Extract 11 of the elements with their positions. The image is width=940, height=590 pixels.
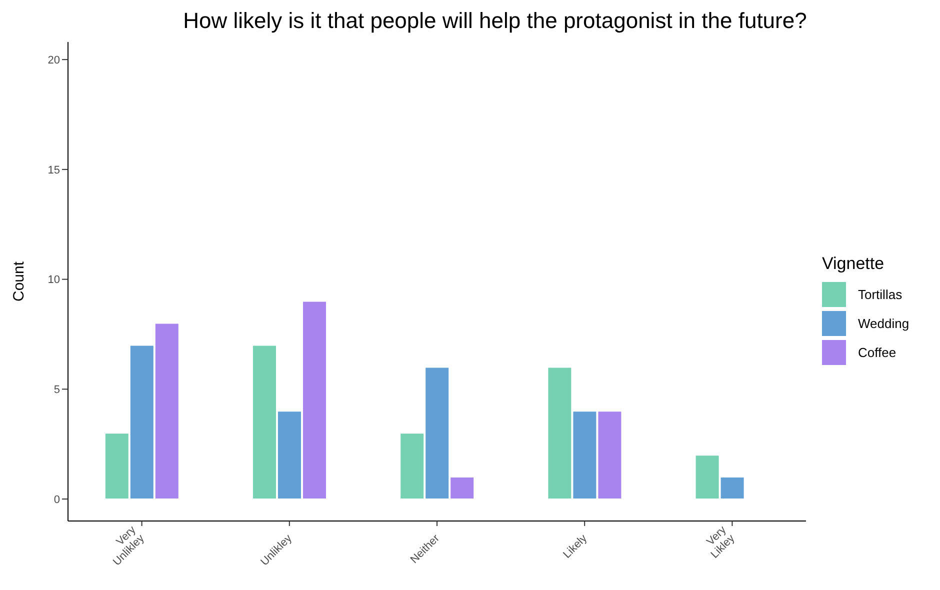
chart-title: How likely is it that people will help the protagonist in the future? [182,8,808,35]
legend-label: Tortillas [858,287,902,302]
legend-label: Coffee [858,345,896,360]
y-axis-title: Count [10,260,28,302]
y-tick-label: 20 [48,54,60,66]
legend-title: Vignette [822,254,886,274]
y-tick-label: 0 [54,494,60,506]
legend-label: Wedding [858,316,910,331]
y-tick-label: 10 [48,274,60,286]
y-tick-label: 15 [48,164,60,176]
y-tick-label: 5 [54,384,60,396]
